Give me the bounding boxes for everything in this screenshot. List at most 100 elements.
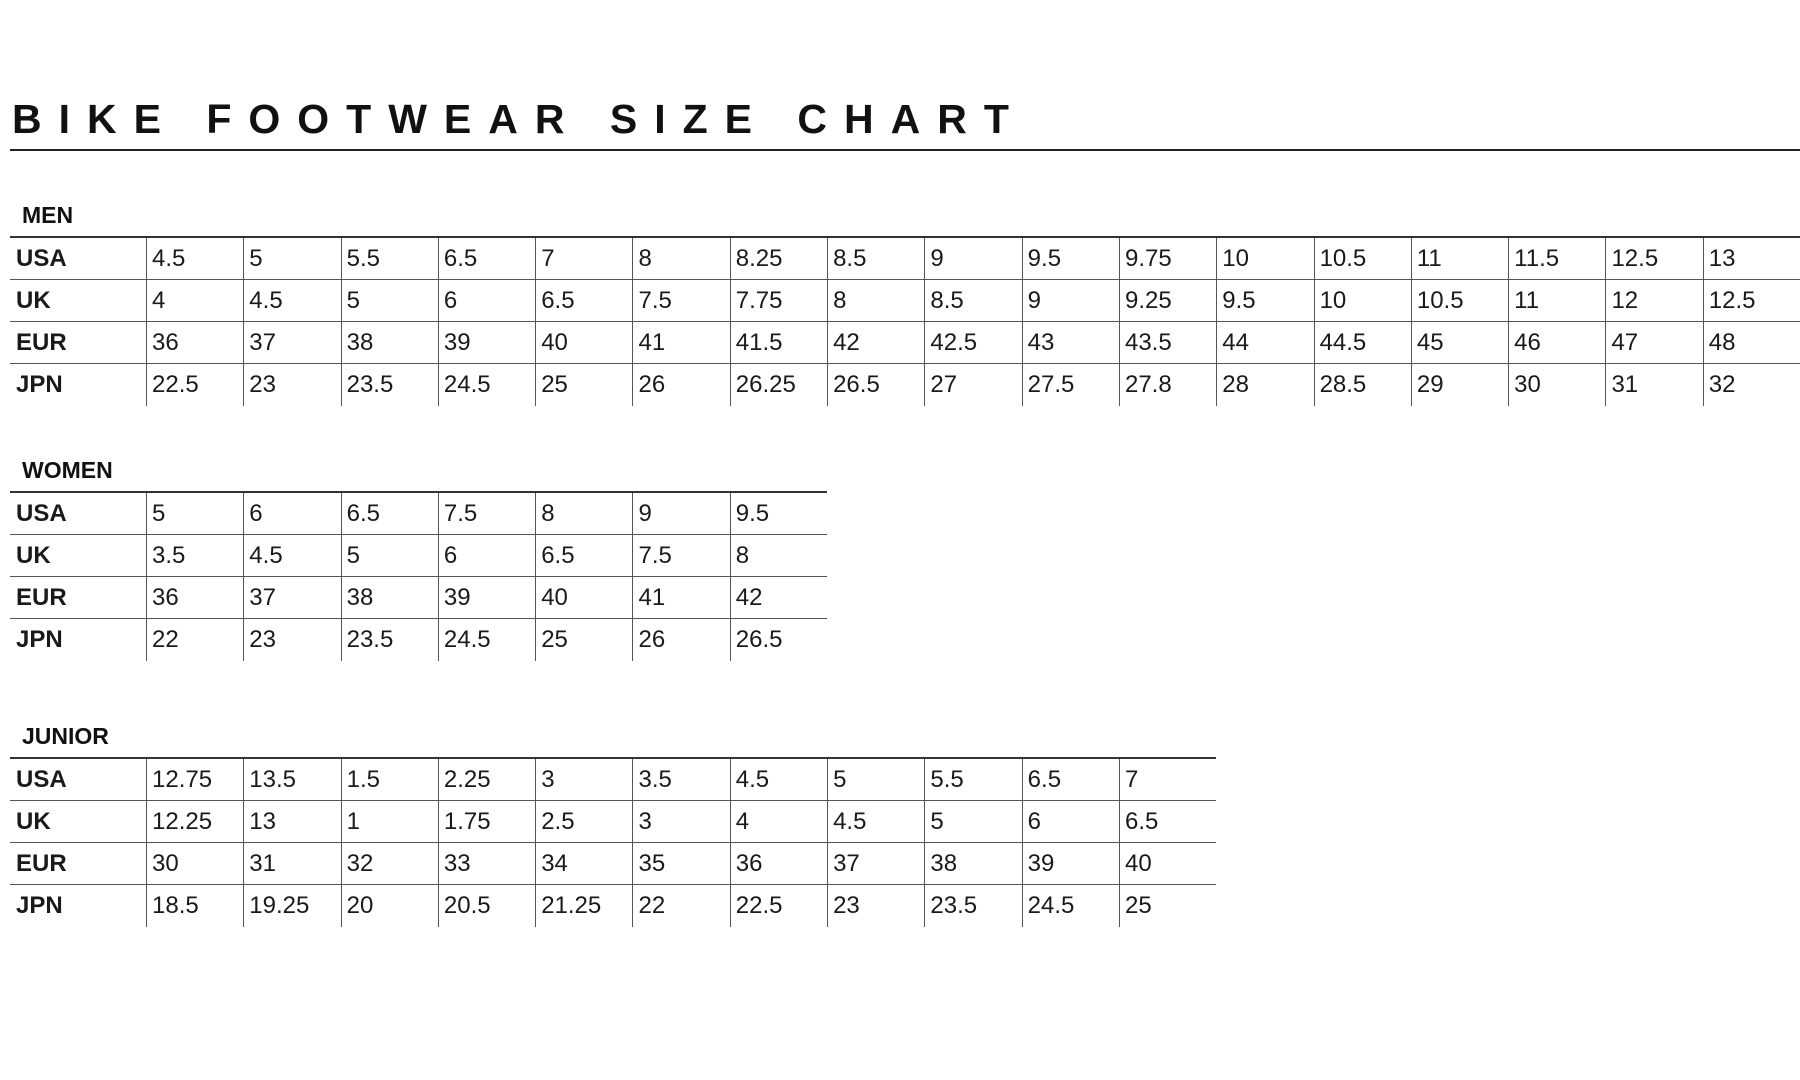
size-cell: 28 xyxy=(1216,364,1313,406)
size-cell: 41.5 xyxy=(729,322,827,363)
size-cell: 9 xyxy=(924,238,1021,279)
size-cell: 4.5 xyxy=(243,280,340,321)
size-cell: 45 xyxy=(1410,322,1508,363)
page-title: BIKE FOOTWEAR SIZE CHART xyxy=(12,96,1026,142)
size-cell: 8 xyxy=(535,493,632,534)
size-cell: 12.25 xyxy=(146,801,243,842)
table-row: JPN 18.5 19.25 20 20.5 21.25 22 22.5 23 23.5 24.5 2… xyxy=(10,885,1216,927)
size-cell: 25 xyxy=(535,364,632,406)
size-cell: 22.5 xyxy=(146,364,243,406)
size-cell: 12.5 xyxy=(1605,238,1702,279)
size-cell: 9.5 xyxy=(729,493,827,534)
row-label: UK xyxy=(16,542,51,569)
size-cell: 7.5 xyxy=(437,493,535,534)
size-cell: 10 xyxy=(1313,280,1411,321)
size-cell: 5 xyxy=(243,238,340,279)
size-cell: 39 xyxy=(437,577,535,618)
women-size-table: USA 5 6 6.5 7.5 8 9 9.5 UK 3.5 4.5 5 6 6.5 7.5 8 EUR 36 37… xyxy=(10,491,828,661)
row-label: EUR xyxy=(16,329,67,356)
size-cell: 5 xyxy=(924,801,1021,842)
size-cell: 13 xyxy=(243,801,340,842)
size-cell: 4.5 xyxy=(243,535,340,576)
table-row: UK 4 4.5 5 6 6.5 7.5 7.75 8 8.5 9 9.25 9.5 10 10.5 11 12… xyxy=(10,280,1800,322)
size-cell: 6.5 xyxy=(535,280,632,321)
size-cell: 6.5 xyxy=(535,535,632,576)
size-cell: 11 xyxy=(1508,280,1605,321)
size-cell: 6.5 xyxy=(1118,801,1216,842)
junior-size-table: USA 12.75 13.5 1.5 2.25 3 3.5 4.5 5 5.5 6.5 7 UK 12.2… xyxy=(10,757,1217,927)
size-cell: 5 xyxy=(146,493,243,534)
row-label: EUR xyxy=(16,850,67,877)
size-cell: 6.5 xyxy=(437,238,535,279)
size-cell: 11 xyxy=(1410,238,1508,279)
size-cell: 46 xyxy=(1508,322,1605,363)
size-cell: 36 xyxy=(146,577,243,618)
size-cell: 23 xyxy=(243,364,340,406)
size-cell: 35 xyxy=(632,843,729,884)
size-cell: 42 xyxy=(827,322,924,363)
size-cell: 10.5 xyxy=(1410,280,1508,321)
size-cell: 26.5 xyxy=(729,619,827,661)
size-cell: 4.5 xyxy=(827,801,924,842)
size-cell: 12 xyxy=(1605,280,1702,321)
size-cell: 24.5 xyxy=(1021,885,1119,927)
size-cell: 26.25 xyxy=(729,364,827,406)
size-cell: 37 xyxy=(243,322,340,363)
size-cell: 3 xyxy=(632,801,729,842)
size-cell: 39 xyxy=(1021,843,1119,884)
size-cell: 25 xyxy=(535,619,632,661)
size-cell: 6 xyxy=(243,493,340,534)
size-cell: 31 xyxy=(243,843,340,884)
size-cell: 23.5 xyxy=(340,364,438,406)
size-cell: 38 xyxy=(340,322,438,363)
size-cell: 23.5 xyxy=(340,619,438,661)
size-cell: 9.5 xyxy=(1021,238,1119,279)
table-row: USA 12.75 13.5 1.5 2.25 3 3.5 4.5 5 5.5 6.5 7 xyxy=(10,759,1217,801)
size-cell: 22 xyxy=(632,885,729,927)
row-label: JPN xyxy=(16,892,63,919)
size-cell: 8 xyxy=(632,238,729,279)
size-cell: 5.5 xyxy=(924,759,1021,800)
size-cell: 36 xyxy=(146,322,243,363)
size-cell: 6.5 xyxy=(1021,759,1119,800)
size-cell: 27 xyxy=(924,364,1021,406)
size-cell: 40 xyxy=(1118,843,1216,884)
row-label: USA xyxy=(16,766,67,793)
table-row: EUR 36 37 38 39 40 41 41.5 42 42.5 43 43.5 44 44.5 45 4… xyxy=(10,322,1800,364)
size-cell: 32 xyxy=(1702,364,1800,406)
men-section-label: MEN xyxy=(22,202,74,228)
size-cell: 9.75 xyxy=(1118,238,1216,279)
size-cell: 13 xyxy=(1702,238,1800,279)
size-cell: 7.5 xyxy=(632,535,729,576)
size-cell: 4.5 xyxy=(729,759,827,800)
junior-section-label: JUNIOR xyxy=(22,723,109,749)
men-size-table: USA 4.5 5 5.5 6.5 7 8 8.25 8.5 9 9.5 9.75 10 10.5 11 11… xyxy=(10,236,1800,406)
size-cell: 44.5 xyxy=(1313,322,1411,363)
size-cell: 44 xyxy=(1216,322,1313,363)
size-cell: 40 xyxy=(535,322,632,363)
size-cell: 48 xyxy=(1702,322,1800,363)
size-cell: 42.5 xyxy=(924,322,1021,363)
size-cell: 8 xyxy=(827,280,924,321)
row-label: USA xyxy=(16,245,67,272)
size-cell: 43 xyxy=(1021,322,1119,363)
size-cell: 3.5 xyxy=(632,759,729,800)
size-cell: 9.5 xyxy=(1216,280,1313,321)
size-cell: 1.75 xyxy=(437,801,535,842)
size-cell: 1 xyxy=(340,801,438,842)
row-label: USA xyxy=(16,500,67,527)
table-row: JPN 22.5 23 23.5 24.5 25 26 26.25 26.5 27 27.5 27.8… xyxy=(10,364,1800,406)
size-cell: 24.5 xyxy=(437,619,535,661)
size-cell: 41 xyxy=(632,577,729,618)
size-cell: 43.5 xyxy=(1118,322,1216,363)
size-cell: 32 xyxy=(340,843,438,884)
size-cell: 12.5 xyxy=(1702,280,1800,321)
table-row: EUR 30 31 32 33 34 35 36 37 38 39 40 xyxy=(10,843,1217,885)
size-cell: 6 xyxy=(1021,801,1119,842)
size-cell: 7 xyxy=(1118,759,1216,800)
size-cell: 4 xyxy=(146,280,243,321)
size-cell: 38 xyxy=(924,843,1021,884)
size-cell: 9 xyxy=(1021,280,1119,321)
row-label: UK xyxy=(16,287,51,314)
size-cell: 3.5 xyxy=(146,535,243,576)
